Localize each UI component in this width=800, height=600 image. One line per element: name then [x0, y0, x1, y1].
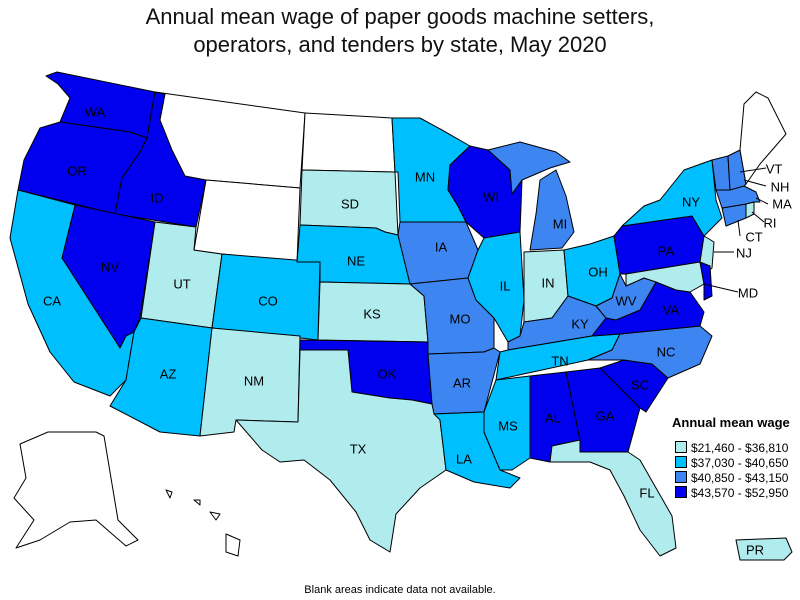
legend-item-1: $21,460 - $36,810	[675, 441, 788, 455]
state-label-VT: VT	[766, 161, 783, 176]
legend-label-4: $43,570 - $52,950	[691, 486, 789, 500]
state-label-FL: FL	[639, 485, 654, 500]
state-AK[interactable]	[13, 431, 139, 549]
state-WY[interactable]	[193, 179, 301, 263]
state-label-OR: OR	[67, 163, 87, 178]
state-label-MA: MA	[772, 196, 792, 211]
state-TX[interactable]	[235, 349, 447, 553]
state-MA[interactable]	[715, 185, 761, 209]
legend-swatch-3	[675, 471, 687, 483]
state-FL[interactable]	[549, 439, 677, 557]
state-label-CT: CT	[745, 229, 762, 244]
state-label-IN: IN	[542, 275, 555, 290]
state-label-AL: AL	[545, 410, 561, 425]
state-NY[interactable]	[621, 159, 723, 237]
legend-swatch-1	[675, 441, 687, 453]
state-label-MI: MI	[553, 216, 567, 231]
state-label-UT: UT	[173, 276, 190, 291]
state-label-RI: RI	[764, 215, 777, 230]
state-label-LA: LA	[456, 451, 472, 466]
state-label-NM: NM	[244, 373, 264, 388]
state-PR[interactable]	[735, 537, 793, 561]
state-label-NV: NV	[101, 259, 119, 274]
state-labels: WA OR ID NV CA UT AZ CO NM SD NE KS OK TX MN IA MO AR LA WI…	[43, 104, 792, 557]
state-label-CA: CA	[43, 293, 61, 308]
state-MI[interactable]	[487, 141, 575, 251]
state-label-NH: NH	[771, 179, 790, 194]
legend-swatch-4	[675, 486, 687, 498]
state-label-NC: NC	[657, 344, 676, 359]
legend-label-3: $40,850 - $43,150	[691, 471, 789, 485]
state-AR[interactable]	[427, 347, 501, 415]
legend-item-2: $37,030 - $40,650	[675, 456, 788, 470]
state-label-MN: MN	[415, 169, 435, 184]
map-title-line-1: Annual mean wage of paper goods machine …	[145, 4, 655, 29]
state-label-VA: VA	[663, 302, 680, 317]
state-label-KY: KY	[571, 316, 589, 331]
state-label-IL: IL	[500, 278, 511, 293]
state-label-WI: WI	[483, 189, 499, 204]
state-label-WV: WV	[616, 293, 637, 308]
state-label-WA: WA	[85, 104, 106, 119]
legend-swatch-2	[675, 456, 687, 468]
state-label-AR: AR	[453, 375, 471, 390]
state-label-MO: MO	[450, 311, 471, 326]
state-DE[interactable]	[699, 261, 713, 301]
map-title-line-2: operators, and tenders by state, May 202…	[193, 32, 607, 57]
state-label-GA: GA	[596, 408, 615, 423]
state-label-ID: ID	[151, 190, 164, 205]
callout-lines	[703, 167, 769, 293]
state-label-KS: KS	[363, 306, 381, 321]
state-label-MD: MD	[738, 285, 758, 300]
legend-item-4: $43,570 - $52,950	[675, 486, 788, 500]
state-label-TN: TN	[551, 353, 568, 368]
state-label-TX: TX	[350, 441, 367, 456]
legend-title: Annual mean wage	[672, 415, 790, 430]
state-RI[interactable]	[745, 201, 755, 219]
legend-item-3: $40,850 - $43,150	[675, 471, 788, 485]
state-WI[interactable]	[447, 145, 523, 239]
state-label-MS: MS	[498, 418, 518, 433]
legend-label-1: $21,460 - $36,810	[691, 441, 789, 455]
state-label-SD: SD	[341, 196, 359, 211]
footnote: Blank areas indicate data not available.	[304, 584, 496, 596]
legend-label-2: $37,030 - $40,650	[691, 456, 789, 470]
state-label-PR: PR	[746, 542, 764, 557]
state-label-PA: PA	[658, 243, 675, 258]
state-label-IA: IA	[435, 239, 448, 254]
state-label-SC: SC	[631, 377, 649, 392]
state-ND[interactable]	[301, 112, 396, 173]
state-label-NY: NY	[682, 194, 700, 209]
state-label-NE: NE	[347, 253, 365, 268]
state-label-NJ: NJ	[736, 245, 752, 260]
state-label-AZ: AZ	[160, 366, 177, 381]
state-label-OH: OH	[588, 264, 608, 279]
state-label-OK: OK	[378, 366, 397, 381]
state-HI[interactable]	[165, 489, 241, 557]
state-IL[interactable]	[467, 231, 525, 343]
state-label-CO: CO	[258, 293, 278, 308]
